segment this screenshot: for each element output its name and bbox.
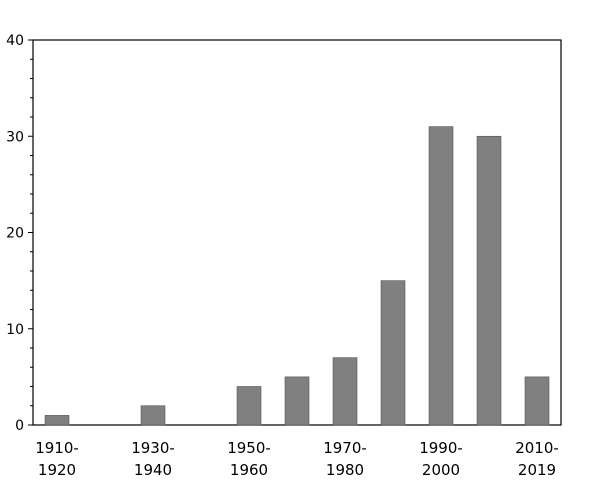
y-tick-label: 40 bbox=[6, 33, 24, 49]
x-tick-label-line2: 1940 bbox=[134, 461, 172, 479]
plot-area: 0 10 20 30 40 1910- 1920 1930- 1940 1950- 1960 197… bbox=[6, 33, 562, 479]
y-tick-label: 20 bbox=[6, 226, 24, 242]
x-axis: 1910- 1920 1930- 1940 1950- 1960 1970- 1980 1990… bbox=[35, 439, 559, 479]
x-tick-label: 1950- 1960 bbox=[227, 439, 271, 479]
x-tick-label: 1910- 1920 bbox=[35, 439, 79, 479]
x-tick-label-line1: 1990- bbox=[419, 439, 463, 457]
bar-1950-1960 bbox=[236, 386, 262, 426]
bar-1990-2000 bbox=[428, 126, 454, 426]
x-tick-label: 1990- 2000 bbox=[419, 439, 463, 479]
y-tick-label: 10 bbox=[6, 322, 24, 338]
x-tick-label: 1930- 1940 bbox=[131, 439, 175, 479]
x-tick-label-line2: 1960 bbox=[230, 461, 268, 479]
x-tick-label-line1: 1910- bbox=[35, 439, 79, 457]
bars-group bbox=[44, 126, 550, 426]
x-tick-label: 1970- 1980 bbox=[323, 439, 367, 479]
x-tick-label-line2: 1920 bbox=[38, 461, 76, 479]
bar-1980-1990 bbox=[380, 280, 406, 426]
x-tick-label-line1: 1970- bbox=[323, 439, 367, 457]
x-tick-label-line2: 2000 bbox=[422, 461, 460, 479]
bar-2010-2019 bbox=[524, 376, 550, 426]
bar-1910-1920 bbox=[44, 415, 70, 426]
x-tick-label-line1: 1930- bbox=[131, 439, 175, 457]
y-tick-label: 0 bbox=[15, 418, 24, 434]
x-tick-label-line1: 2010- bbox=[515, 439, 559, 457]
bar-1930-1940 bbox=[140, 405, 166, 426]
x-tick-label: 2010- 2019 bbox=[515, 439, 559, 479]
x-tick-label-line2: 1980 bbox=[326, 461, 364, 479]
x-tick-label-line1: 1950- bbox=[227, 439, 271, 457]
y-tick-label: 30 bbox=[6, 129, 24, 145]
x-tick-label-line2: 2019 bbox=[518, 461, 556, 479]
bar-2000-2010 bbox=[476, 135, 502, 426]
bar-1970-1980 bbox=[332, 357, 358, 426]
bar-1960-1970 bbox=[284, 376, 310, 426]
y-axis: 0 10 20 30 40 bbox=[6, 33, 33, 434]
